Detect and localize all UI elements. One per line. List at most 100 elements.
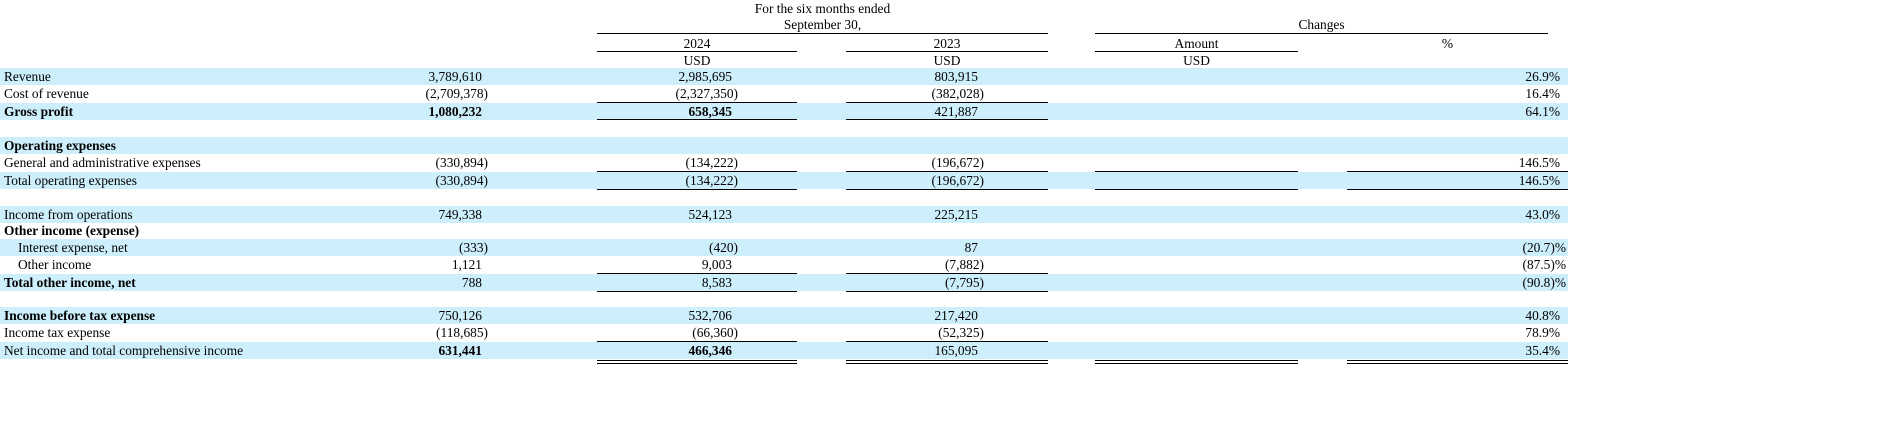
table-row-interest-expense: Interest expense, net (333) (420) 87 (20… bbox=[0, 239, 1568, 256]
changes-header: Changes bbox=[1298, 17, 1345, 32]
period-header-line2: September 30, bbox=[783, 17, 862, 32]
value-2023: 524,123 bbox=[688, 207, 732, 222]
double-rule-2023 bbox=[846, 360, 1048, 361]
value-2023: 8,583 bbox=[701, 275, 732, 290]
row-label: Cost of revenue bbox=[4, 86, 89, 101]
col-header-rule-2023 bbox=[846, 51, 1048, 52]
total-rule-2024 bbox=[597, 291, 797, 292]
value-2024: (330,894) bbox=[435, 173, 488, 188]
total-rule-2024 bbox=[597, 119, 797, 120]
value-change-pct: 40.8% bbox=[1525, 308, 1560, 323]
col-header-amount: Amount bbox=[1174, 36, 1219, 51]
row-label: General and administrative expenses bbox=[4, 155, 201, 170]
value-change-amount: (196,672) bbox=[931, 155, 984, 170]
table-row-gross-profit: Gross profit 1,080,232 658,345 421,887 6… bbox=[0, 103, 1568, 120]
table-row-income-tax-expense: Income tax expense (118,685) (66,360) (5… bbox=[0, 324, 1568, 341]
total-rule-2023 bbox=[846, 291, 1048, 292]
unit-2023: USD bbox=[933, 53, 961, 68]
table-row-total-operating-expenses: Total operating expenses (330,894) (134,… bbox=[0, 172, 1568, 189]
col-header-2024: 2024 bbox=[683, 36, 711, 51]
value-change-amount: (382,028) bbox=[931, 86, 984, 101]
subtotal-rule-2023 bbox=[846, 171, 1048, 172]
value-2024: 749,338 bbox=[438, 207, 482, 222]
table-row-cost-of-revenue: Cost of revenue (2,709,378) (2,327,350) … bbox=[0, 85, 1568, 102]
total-rule-2023 bbox=[846, 119, 1048, 120]
value-change-amount: (52,325) bbox=[938, 325, 984, 340]
double-rule-2024 bbox=[597, 360, 797, 361]
value-change-pct: 26.9% bbox=[1525, 69, 1560, 84]
value-change-amount: (7,882) bbox=[944, 257, 984, 272]
value-2023: (420) bbox=[708, 240, 738, 255]
subtotal-rule-2024 bbox=[597, 341, 797, 342]
row-label: Total operating expenses bbox=[4, 173, 137, 188]
value-2023: (134,222) bbox=[685, 173, 738, 188]
subtotal-rule-2024 bbox=[597, 171, 797, 172]
double-rule-pct bbox=[1347, 360, 1568, 361]
subtotal-rule-2024 bbox=[597, 102, 797, 103]
subtotal-rule-2024 bbox=[597, 273, 797, 274]
value-2024: 3,789,610 bbox=[428, 69, 482, 84]
row-label: Interest expense, net bbox=[18, 240, 128, 255]
total-rule-2024 bbox=[597, 189, 797, 190]
row-label: Net income and total comprehensive incom… bbox=[4, 343, 244, 358]
total-rule-2023 bbox=[846, 189, 1048, 190]
value-2023: 9,003 bbox=[701, 257, 732, 272]
value-change-pct: 146.5% bbox=[1518, 173, 1560, 188]
row-label: Other income (expense) bbox=[4, 223, 140, 238]
value-change-pct: 78.9% bbox=[1525, 325, 1560, 340]
row-label: Total other income, net bbox=[4, 275, 136, 290]
double-rule-2024 bbox=[597, 363, 797, 364]
value-change-amount: (196,672) bbox=[931, 173, 984, 188]
col-header-2023: 2023 bbox=[933, 36, 961, 51]
table-row-revenue: Revenue 3,789,610 2,985,695 803,915 26.9… bbox=[0, 68, 1568, 85]
period-header-rule bbox=[597, 33, 1048, 34]
value-change-amount: 421,887 bbox=[934, 104, 978, 119]
col-header-pct: % bbox=[1441, 36, 1454, 51]
value-2024: (333) bbox=[458, 240, 488, 255]
value-2023: (134,222) bbox=[685, 155, 738, 170]
row-label: Income before tax expense bbox=[4, 308, 156, 323]
value-change-pct: 146.5% bbox=[1518, 155, 1560, 170]
value-2024: 788 bbox=[461, 275, 482, 290]
value-2024: 1,121 bbox=[451, 257, 482, 272]
unit-2024: USD bbox=[683, 53, 711, 68]
value-change-amount: 165,095 bbox=[934, 343, 978, 358]
row-label: Income from operations bbox=[4, 207, 133, 222]
table-row-income-from-operations: Income from operations 749,338 524,123 2… bbox=[0, 206, 1568, 223]
table-row-total-other-income: Total other income, net 788 8,583 (7,795… bbox=[0, 274, 1568, 291]
period-header-line1: For the six months ended bbox=[754, 1, 891, 16]
subtotal-rule-2023 bbox=[846, 273, 1048, 274]
row-label: Gross profit bbox=[4, 104, 74, 119]
col-header-rule-2024 bbox=[597, 51, 797, 52]
value-2024: 631,441 bbox=[438, 343, 482, 358]
subtotal-rule-amount bbox=[1095, 171, 1298, 172]
total-rule-amount bbox=[1095, 189, 1298, 190]
value-change-amount: 225,215 bbox=[934, 207, 978, 222]
double-rule-amount bbox=[1095, 363, 1298, 364]
value-change-amount: 803,915 bbox=[934, 69, 978, 84]
value-change-amount: 87 bbox=[964, 240, 978, 255]
row-label: Revenue bbox=[4, 69, 51, 84]
col-header-rule-amount bbox=[1095, 51, 1298, 52]
value-change-pct: (90.8)% bbox=[1522, 275, 1566, 290]
table-row-other-income-heading: Other income (expense) bbox=[0, 222, 1568, 239]
value-change-pct: 43.0% bbox=[1525, 207, 1560, 222]
value-change-pct: (20.7)% bbox=[1522, 240, 1566, 255]
value-change-pct: 64.1% bbox=[1525, 104, 1560, 119]
value-2023: 658,345 bbox=[688, 104, 732, 119]
value-2023: (2,327,350) bbox=[675, 86, 738, 101]
value-change-pct: 35.4% bbox=[1525, 343, 1560, 358]
total-rule-pct bbox=[1347, 189, 1568, 190]
double-rule-amount bbox=[1095, 360, 1298, 361]
value-2024: (330,894) bbox=[435, 155, 488, 170]
subtotal-rule-2023 bbox=[846, 102, 1048, 103]
row-label: Operating expenses bbox=[4, 138, 116, 153]
table-row-income-before-tax: Income before tax expense 750,126 532,70… bbox=[0, 307, 1568, 324]
row-label: Other income bbox=[18, 257, 92, 272]
double-rule-pct bbox=[1347, 363, 1568, 364]
value-2024: 1,080,232 bbox=[428, 104, 482, 119]
value-2024: (2,709,378) bbox=[425, 86, 488, 101]
table-row-net-income: Net income and total comprehensive incom… bbox=[0, 342, 1568, 359]
value-2023: 2,985,695 bbox=[678, 69, 732, 84]
subtotal-rule-pct bbox=[1347, 171, 1568, 172]
